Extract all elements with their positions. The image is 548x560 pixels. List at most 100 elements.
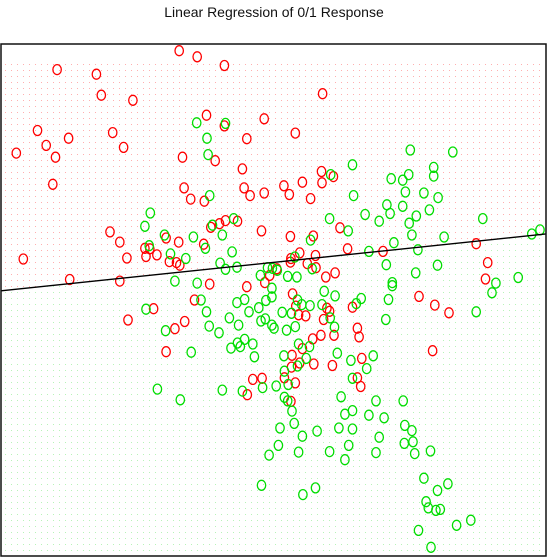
data-point-class-0 [300,310,311,322]
data-point-class-0 [480,273,491,285]
data-point-class-1 [247,338,258,350]
data-point-class-1 [340,454,350,466]
data-point-class-1 [289,251,300,263]
data-point-class-0 [279,180,289,192]
data-point-class-1 [160,325,171,337]
data-point-class-0 [64,273,75,286]
data-point-class-1 [253,302,264,314]
data-point-class-1 [347,423,358,435]
data-point-class-0 [63,132,74,144]
data-point-class-1 [239,293,250,306]
data-point-class-1 [374,431,385,443]
data-point-class-1 [232,337,243,349]
data-point-class-1 [202,132,212,144]
data-point-class-1 [152,383,163,395]
data-point-class-1 [421,496,431,508]
data-point-class-1 [275,422,285,434]
data-point-class-1 [432,484,443,497]
data-point-class-0 [324,305,335,317]
data-point-class-0 [316,165,327,178]
data-point-class-1 [526,228,537,240]
data-point-class-1 [293,338,304,350]
data-point-class-1 [215,257,225,269]
data-point-class-1 [224,312,235,324]
data-point-class-1 [408,436,418,448]
data-point-class-1 [403,168,414,181]
data-point-class-0 [310,249,321,262]
data-point-class-1 [201,306,212,318]
data-point-class-1 [192,277,203,289]
data-point-class-0 [128,94,138,106]
data-point-class-0 [259,113,270,125]
data-point-class-1 [293,446,304,458]
data-point-class-1 [433,191,443,204]
data-point-class-1 [305,234,316,246]
data-point-class-1 [220,117,231,130]
data-point-class-1 [374,215,385,227]
data-point-class-1 [364,245,374,258]
data-point-class-0 [18,253,29,265]
data-point-class-0 [290,377,301,389]
data-point-class-1 [204,189,215,202]
data-point-class-1 [235,340,246,353]
data-point-class-0 [171,256,182,269]
data-point-class-0 [444,307,454,319]
data-point-class-0 [355,380,366,393]
data-point-class-1 [419,187,429,199]
data-point-class-1 [487,287,497,299]
data-point-class-1 [347,404,358,417]
data-point-class-1 [272,264,283,276]
data-point-class-0 [286,252,296,265]
data-point-class-0 [205,221,216,233]
data-point-class-1 [256,479,267,491]
data-point-class-1 [144,240,155,252]
data-point-class-0 [293,309,304,321]
data-point-class-0 [316,329,326,341]
data-point-class-0 [185,193,196,205]
data-point-class-1 [165,248,176,260]
data-point-class-0 [11,147,22,159]
data-point-class-1 [305,299,315,312]
data-point-class-0 [32,124,43,137]
data-point-class-1 [277,306,288,318]
data-point-class-0 [164,255,175,268]
data-point-class-1 [186,346,197,358]
data-point-class-1 [413,244,423,256]
data-point-class-1 [297,430,308,442]
data-point-class-0 [327,359,338,372]
data-point-class-0 [96,89,107,101]
data-point-class-1 [477,212,488,225]
data-point-class-1 [325,312,336,324]
data-point-class-0 [356,352,367,365]
data-point-class-1 [273,439,284,452]
data-point-class-0 [148,303,159,315]
data-point-class-1 [379,412,389,424]
data-point-class-0 [328,170,339,183]
data-point-class-0 [118,141,129,154]
data-point-class-1 [289,417,300,430]
decision-boundary-line [0,233,547,292]
data-point-class-1 [140,220,150,232]
data-point-class-0 [204,278,215,290]
data-point-class-0 [342,243,353,255]
data-point-class-1 [386,173,397,185]
data-point-class-0 [245,189,255,202]
predicted-class-grid [5,64,540,551]
data-point-class-0 [317,177,327,189]
data-point-class-0 [177,151,188,163]
data-point-class-0 [247,373,258,386]
data-point-class-0 [91,68,102,80]
data-point-class-1 [361,362,372,375]
data-point-class-1 [400,186,411,198]
data-point-class-0 [471,238,482,250]
data-point-class-1 [425,445,436,457]
data-point-class-0 [114,236,125,248]
data-point-class-1 [471,306,482,318]
data-point-class-1 [383,293,394,306]
data-point-class-1 [389,237,399,249]
data-point-class-1 [267,291,277,303]
data-point-class-1 [397,200,408,212]
data-point-class-0 [311,262,321,274]
data-point-class-1 [292,271,302,283]
data-point-class-1 [387,280,398,292]
